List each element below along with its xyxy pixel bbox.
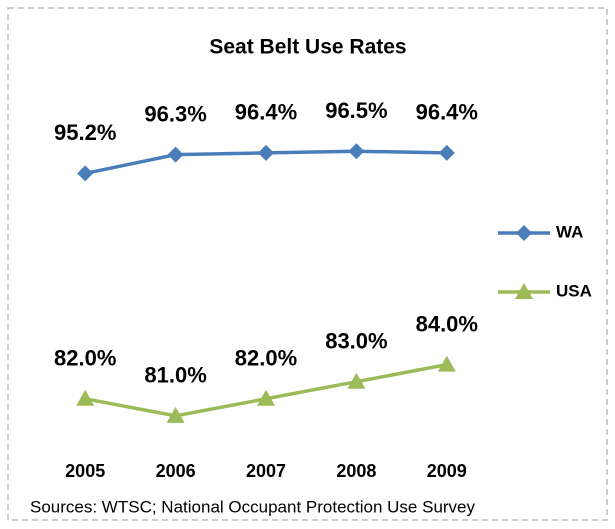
x-tick-label: 2005 — [65, 461, 105, 481]
marker — [166, 406, 185, 423]
data-label: 82.0% — [235, 346, 297, 371]
marker — [516, 225, 532, 241]
data-label: 96.5% — [325, 98, 387, 123]
marker — [348, 143, 365, 160]
data-label: 95.2% — [54, 120, 116, 145]
marker — [437, 355, 456, 372]
chart-border — [7, 7, 608, 521]
marker — [167, 146, 184, 163]
marker — [347, 372, 366, 389]
x-tick-label: 2008 — [336, 461, 376, 481]
data-label: 82.0% — [54, 346, 116, 371]
marker — [258, 144, 274, 161]
x-tick-label: 2007 — [246, 461, 286, 481]
marker — [77, 165, 94, 182]
data-label: 96.3% — [144, 101, 206, 126]
data-label: 96.4% — [416, 100, 478, 125]
marker — [257, 389, 275, 406]
chart-title: Seat Belt Use Rates — [209, 36, 406, 59]
data-label: 81.0% — [144, 363, 206, 388]
marker — [438, 144, 455, 161]
data-label: 96.4% — [235, 100, 297, 125]
legend-label: WA — [556, 222, 583, 241]
x-tick-label: 2009 — [427, 461, 467, 481]
marker — [76, 389, 95, 406]
source-note: Sources: WTSC; National Occupant Protect… — [30, 497, 476, 516]
legend-label: USA — [556, 281, 592, 300]
data-label: 84.0% — [416, 311, 478, 336]
marker — [515, 283, 533, 299]
x-tick-label: 2006 — [156, 461, 196, 481]
data-label: 83.0% — [325, 329, 387, 354]
